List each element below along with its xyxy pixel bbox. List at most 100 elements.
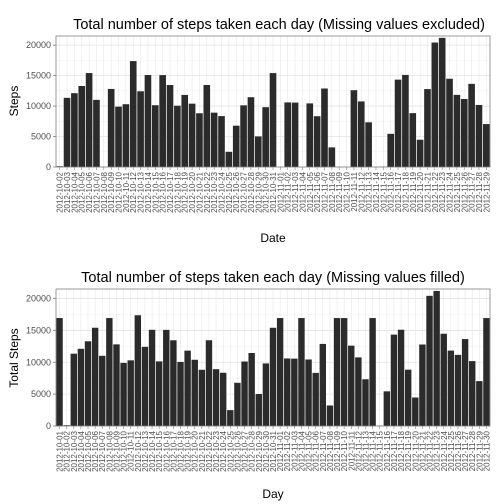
- x-tick-label: 2012-10-16: [162, 430, 171, 471]
- x-tick-label: 2012-11-26: [454, 430, 463, 471]
- bar-2012-11-18: [402, 74, 409, 167]
- bar-2012-11-20: [416, 139, 424, 167]
- y-axis-title: Steps: [7, 86, 21, 117]
- x-tick-label: 2012-11-21: [423, 171, 432, 212]
- chart-missing-excluded: Total number of steps taken each day (Mi…: [7, 17, 491, 245]
- bar-2012-10-22: [205, 340, 213, 426]
- x-tick-label: 2012-10-10: [115, 171, 124, 212]
- x-tick-label: 2012-10-26: [233, 430, 242, 471]
- bar-2012-10-10: [115, 106, 122, 167]
- x-tick-label: 2012-11-07: [319, 430, 328, 471]
- x-tick-label: 2012-10-02: [56, 171, 65, 212]
- x-tick-label: 2012-11-10: [343, 171, 352, 212]
- bar-2012-11-11: [348, 345, 355, 426]
- x-tick-label: 2012-10-27: [241, 430, 250, 471]
- bar-2012-10-19: [184, 350, 191, 426]
- bar-2012-11-08: [328, 147, 336, 167]
- x-tick-label: 2012-11-25: [453, 171, 462, 212]
- x-tick-label: 2012-11-22: [431, 171, 440, 212]
- y-tick-label: 10000: [26, 101, 51, 111]
- bar-2012-10-04: [77, 348, 85, 426]
- x-tick-label: 2012-10-17: [169, 430, 178, 471]
- x-tick-label: 2012-11-11: [347, 430, 356, 470]
- bar-2012-10-11: [122, 104, 130, 167]
- x-tick-label: 2012-10-30: [262, 171, 271, 212]
- x-tick-label: 2012-11-05: [306, 171, 315, 212]
- y-tick-label: 10000: [26, 357, 51, 367]
- x-tick-label: 2012-10-15: [151, 171, 160, 212]
- x-tick-label: 2012-11-19: [404, 430, 413, 471]
- bar-2012-10-31: [269, 73, 277, 167]
- bar-2012-11-24: [446, 78, 453, 167]
- bar-2012-11-29: [476, 381, 483, 426]
- x-tick-label: 2012-11-09: [335, 171, 344, 212]
- y-tick-label: 15000: [26, 71, 51, 81]
- x-tick-label: 2012-10-24: [218, 171, 227, 212]
- x-tick-label: 2012-11-15: [376, 430, 385, 471]
- bar-2012-11-06: [313, 116, 321, 167]
- bar-2012-10-05: [84, 341, 92, 426]
- x-tick-label: 2012-10-03: [70, 430, 79, 471]
- bar-2012-11-26: [454, 354, 462, 426]
- bar-2012-10-25: [227, 410, 234, 426]
- x-tick-label: 2012-11-11: [350, 171, 359, 211]
- x-tick-label: 2012-11-18: [397, 430, 406, 471]
- bars: [56, 290, 490, 426]
- x-tick-label: 2012-11-19: [409, 171, 418, 212]
- x-tick-label: 2012-10-07: [92, 171, 101, 212]
- x-tick-label: 2012-10-10: [120, 430, 129, 471]
- x-tick-label: 2012-10-11: [127, 430, 136, 471]
- x-tick-label: 2012-11-29: [482, 171, 491, 212]
- bar-2012-11-06: [312, 372, 319, 426]
- bar-2012-11-23: [438, 37, 446, 167]
- bar-2012-11-12: [355, 357, 362, 426]
- x-tick-label: 2012-10-12: [134, 430, 143, 471]
- x-tick-label: 2012-11-20: [416, 171, 425, 212]
- x-tick-label: 2012-10-23: [212, 430, 221, 471]
- bar-2012-10-04: [71, 93, 78, 167]
- x-tick-label: 2012-11-28: [475, 171, 484, 212]
- x-tick-label: 2012-11-06: [313, 171, 322, 212]
- x-tick-label: 2012-11-16: [387, 171, 396, 212]
- x-axis: 2012-10-012012-10-022012-10-032012-10-04…: [56, 426, 491, 472]
- bar-2012-10-13: [141, 346, 149, 426]
- bar-2012-10-05: [78, 85, 86, 167]
- bar-2012-11-28: [475, 104, 483, 167]
- x-tick-label: 2012-10-09: [112, 430, 121, 471]
- y-tick-label: 0: [46, 421, 51, 431]
- bar-2012-11-25: [453, 94, 461, 167]
- x-tick-label: 2012-10-31: [269, 171, 278, 212]
- x-tick-label: 2012-10-16: [159, 171, 168, 212]
- bar-2012-10-08: [106, 318, 113, 426]
- bar-2012-10-15: [155, 361, 163, 426]
- bar-2012-11-19: [409, 113, 417, 167]
- bar-2012-11-21: [419, 344, 426, 426]
- x-tick-label: 2012-10-06: [85, 171, 94, 212]
- bar-2012-10-10: [120, 362, 127, 426]
- bar-2012-10-25: [225, 151, 233, 167]
- x-tick-label: 2012-10-22: [205, 430, 214, 471]
- bar-2012-11-19: [404, 369, 412, 426]
- x-tick-label: 2012-10-01: [56, 430, 65, 471]
- bar-2012-10-24: [219, 372, 227, 426]
- bar-2012-10-09: [113, 344, 120, 426]
- x-tick-label: 2012-11-23: [438, 171, 447, 212]
- x-tick-label: 2012-10-18: [173, 171, 182, 212]
- x-tick-label: 2012-11-29: [475, 430, 484, 471]
- y-axis: 0 5000 10000 15000 20000: [26, 40, 56, 172]
- x-tick-label: 2012-11-20: [411, 430, 420, 471]
- bar-2012-11-03: [291, 358, 298, 426]
- x-tick-label: 2012-10-26: [232, 171, 241, 212]
- x-tick-label: 2012-10-17: [166, 171, 175, 212]
- bars: [56, 37, 490, 168]
- bar-2012-11-27: [461, 339, 469, 426]
- x-tick-label: 2012-10-25: [226, 430, 235, 471]
- x-tick-label: 2012-11-09: [333, 430, 342, 471]
- x-tick-label: 2012-11-17: [390, 430, 399, 471]
- bar-2012-10-23: [210, 112, 218, 167]
- y-tick-label: 20000: [26, 294, 51, 304]
- y-tick-label: 15000: [26, 325, 51, 335]
- x-tick-label: 2012-10-15: [155, 430, 164, 471]
- bar-2012-10-06: [85, 73, 93, 167]
- chart-missing-filled: Total number of steps taken each day (Mi…: [7, 270, 491, 501]
